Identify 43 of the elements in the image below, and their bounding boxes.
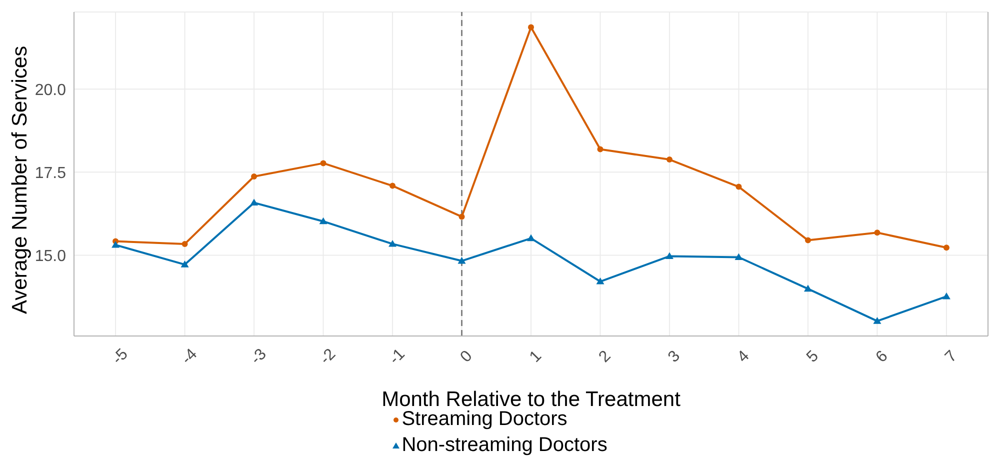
x-tick-label: -2 — [317, 346, 340, 368]
point — [527, 234, 535, 242]
y-tick-label: 15.0 — [34, 248, 66, 265]
x-tick-label: 5 — [804, 348, 822, 366]
point — [388, 240, 397, 247]
x-tick-label: 4 — [734, 348, 753, 366]
point — [390, 182, 396, 189]
point — [528, 24, 534, 30]
point — [874, 230, 880, 236]
y-tick-label: 17.5 — [34, 164, 66, 182]
point — [734, 253, 743, 260]
point — [597, 146, 604, 152]
x-tick-label: 1 — [526, 348, 546, 366]
point — [458, 214, 465, 220]
x-tick-label: 3 — [665, 348, 684, 366]
point — [596, 278, 604, 284]
point — [251, 173, 258, 180]
point — [943, 244, 950, 251]
point — [458, 256, 466, 264]
point — [180, 260, 189, 268]
point — [320, 160, 326, 166]
x-tick-label: -3 — [248, 346, 270, 368]
x-tick-label: -4 — [178, 346, 201, 368]
x-tick-label: 7 — [942, 348, 961, 366]
point — [182, 240, 188, 247]
x-tick-label: 2 — [596, 348, 614, 366]
x-tick-label: 0 — [457, 348, 476, 366]
point — [665, 252, 674, 260]
x-tick-label: 6 — [872, 348, 892, 366]
point — [804, 284, 812, 292]
point — [804, 237, 811, 244]
point — [250, 198, 258, 206]
point — [736, 184, 742, 190]
y-axis-title: Average Number of Services — [8, 46, 32, 314]
point — [666, 156, 672, 163]
y-tick-label: 20.0 — [34, 82, 66, 99]
point — [873, 317, 882, 324]
x-tick-label: -1 — [386, 346, 408, 368]
point — [942, 292, 950, 300]
point — [319, 217, 328, 224]
x-tick-label: -5 — [109, 346, 132, 368]
point — [112, 240, 120, 248]
legend-label: Non-streaming Doctors — [402, 433, 608, 458]
